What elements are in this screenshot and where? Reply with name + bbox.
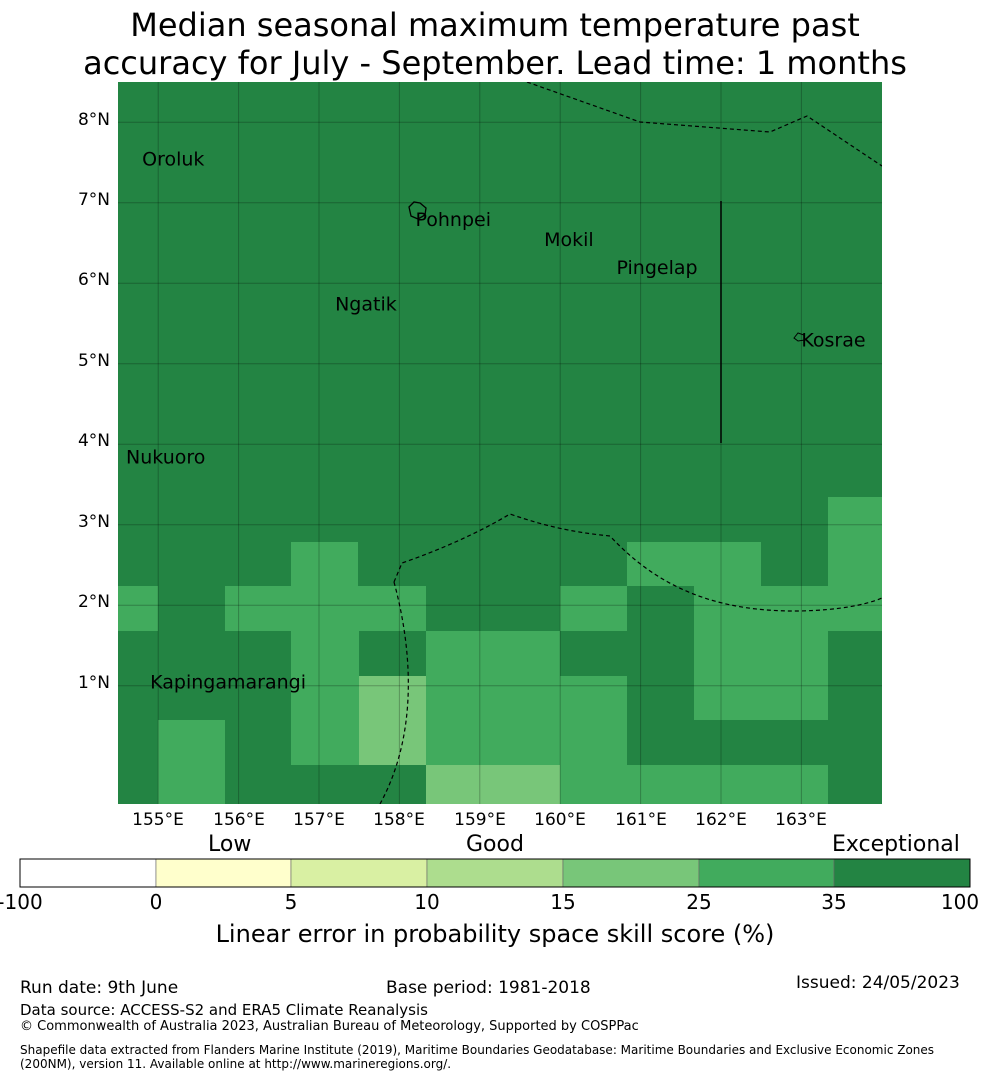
lon-label-160e: 160°E [534,810,586,830]
lat-label-1n: 1°N [77,673,110,693]
place-label: Pingelap [616,257,697,279]
place-label: Oroluk [142,148,204,170]
colorbar-category-exceptional: Exceptional [832,832,960,857]
cell-25-35 [225,586,426,631]
graticule [118,82,882,804]
cell-25-35 [627,542,761,586]
lat-label-4n: 4°N [77,431,110,451]
colorbar-segment [426,858,564,888]
cell-15-25 [426,765,560,804]
title-line-2: accuracy for July - September. Lead time… [83,44,907,82]
lat-label-3n: 3°N [77,512,110,532]
colorbar-tick-10: 10 [414,890,440,914]
lat-label-6n: 6°N [77,270,110,290]
cell-25-35 [118,586,158,631]
cell-15-25 [359,676,426,765]
lon-label-163e: 163°E [775,810,827,830]
colorbar-tick-35: 35 [821,890,847,914]
data-source: Data source: ACCESS-S2 and ERA5 Climate … [20,1001,428,1019]
colorbar-segment [698,858,835,888]
lon-label-161e: 161°E [615,810,667,830]
lat-label-7n: 7°N [77,190,110,210]
cell-25-35 [560,586,627,631]
colorbar [19,858,971,888]
pohnpei-island-outline [408,201,427,220]
colorbar-segment [155,858,292,888]
place-label: Pohnpei [415,209,491,231]
place-label: Kapingamarangi [150,672,306,694]
cell-25-35 [291,542,358,586]
shapefile-credit-line-1: Shapefile data extracted from Flanders M… [20,1043,935,1057]
colorbar-tick-100: 100 [940,890,980,914]
place-label: Nukuoro [126,446,205,468]
skill-grid-cells [118,82,882,804]
copyright: © Commonwealth of Australia 2023, Austra… [20,1019,639,1034]
cell-25-35 [694,631,828,720]
lon-label-157e: 157°E [293,810,345,830]
cell-25-35 [158,720,225,804]
run-date: Run date: 9th June [20,978,179,998]
lon-label-162e: 162°E [695,810,747,830]
eez-boundary-west [379,581,409,804]
place-label: Ngatik [335,293,397,315]
colorbar-tick-15: 15 [550,890,576,914]
place-labels: Oroluk Pohnpei Mokil Pingelap Ngatik Kosrae Nu… [126,148,866,693]
colorbar-segment [562,858,700,888]
colorbar-tick-25: 25 [686,890,712,914]
map-area: Oroluk Pohnpei Mokil Pingelap Ngatik Kosrae Nu… [118,82,882,804]
colorbar-category-low: Low [208,832,252,857]
lon-label-156e: 156°E [213,810,265,830]
colorbar-tick-0: 0 [149,890,163,914]
colorbar-frame [19,858,971,888]
eez-boundary-north [526,82,882,167]
lon-label-158e: 158°E [373,810,425,830]
issued-date: Issued: 24/05/2023 [796,973,960,993]
map-title: Median seasonal maximum temperature past… [0,6,990,82]
title-line-1: Median seasonal maximum temperature past [130,6,860,44]
lat-label-5n: 5°N [77,351,110,371]
lon-label-159e: 159°E [454,810,506,830]
eez-boundary-south [393,513,882,612]
lon-label-155e: 155°E [132,810,184,830]
colorbar-category-good: Good [466,832,524,857]
lat-label-8n: 8°N [77,110,110,130]
cell-25-35 [291,631,359,765]
colorbar-label: Linear error in probability space skill … [215,920,775,948]
cell-25-35 [694,586,882,631]
place-label: Mokil [544,229,594,251]
base-period: Base period: 1981-2018 [386,978,591,998]
colorbar-segment [833,858,971,888]
colorbar-tick-minus100: -100 [0,890,43,914]
shapefile-credit-line-2: (200NM), version 11. Available online at… [20,1057,452,1071]
colorbar-tick-5: 5 [284,890,298,914]
boundaries [379,82,882,804]
lat-label-2n: 2°N [77,592,110,612]
cell-25-35 [426,631,560,765]
place-label: Kosrae [801,330,865,352]
cell-25-35 [560,676,627,765]
colorbar-segment [19,858,157,888]
skill-map: Oroluk Pohnpei Mokil Pingelap Ngatik Kosrae Nu… [118,82,882,804]
cell-25-35 [560,765,828,804]
colorbar-segment [290,858,428,888]
kosrae-island-outline [793,332,806,342]
